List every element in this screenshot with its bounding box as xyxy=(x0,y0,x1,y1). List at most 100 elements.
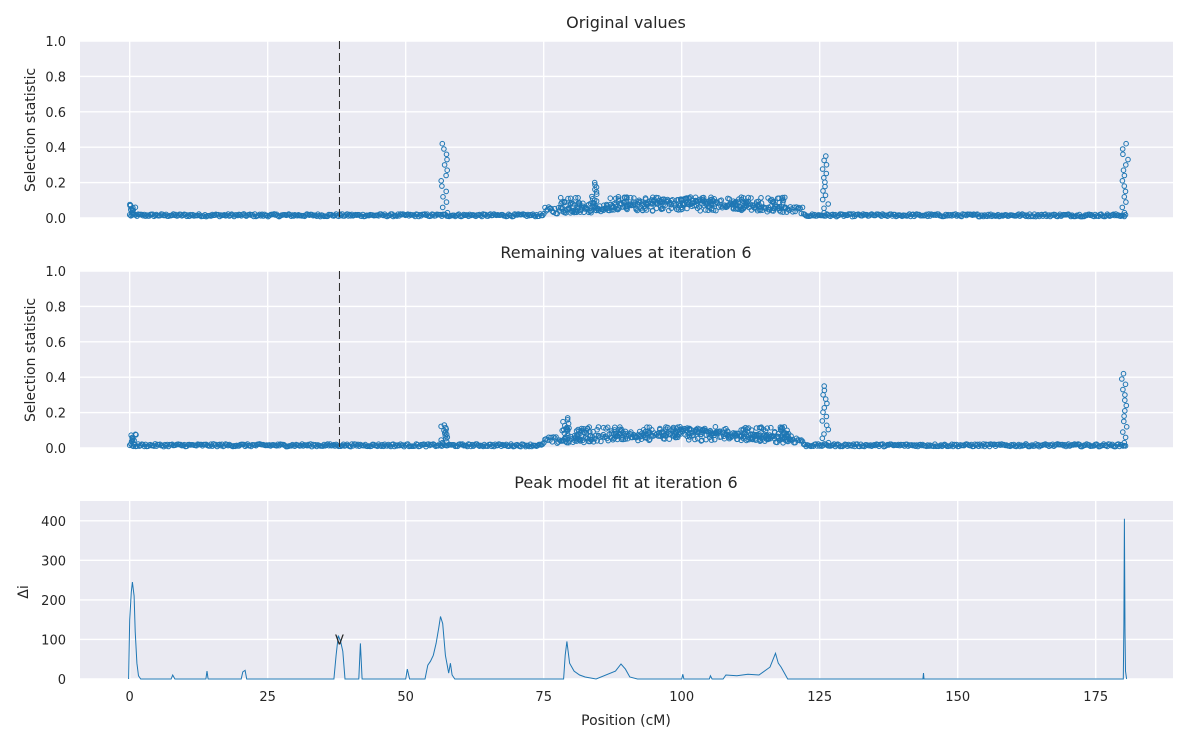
point-934 xyxy=(772,201,778,208)
xtick-label-7: 175 xyxy=(1083,690,1108,705)
point-1031 xyxy=(692,436,698,443)
point-1067 xyxy=(588,209,594,216)
xtick-label-5: 125 xyxy=(807,690,832,705)
point-1074 xyxy=(589,193,595,200)
point-1058 xyxy=(439,183,445,189)
point-973 xyxy=(624,195,630,201)
xlabel-peak-fit: Position (cM) xyxy=(581,713,671,729)
grid-peak-fit xyxy=(80,501,1173,680)
point-975 xyxy=(734,436,740,443)
point-1083 xyxy=(821,431,827,437)
point-344 xyxy=(544,437,551,443)
point-872 xyxy=(610,436,616,443)
point-325 xyxy=(521,442,528,449)
point-1008 xyxy=(559,199,565,205)
point-990 xyxy=(699,195,706,201)
point-879 xyxy=(702,207,709,213)
point-1040 xyxy=(642,434,648,440)
point-1035 xyxy=(779,425,785,431)
point-869 xyxy=(594,426,600,433)
point-1030 xyxy=(756,436,763,442)
point-955 xyxy=(698,438,705,444)
point-388 xyxy=(598,438,604,445)
point-932 xyxy=(750,202,757,209)
point-973 xyxy=(744,436,751,443)
point-992 xyxy=(703,436,709,443)
point-1094 xyxy=(821,383,828,389)
xtick-label-4: 100 xyxy=(669,690,694,705)
point-982 xyxy=(649,427,655,433)
point-1070 xyxy=(592,202,598,209)
point-267 xyxy=(451,212,457,219)
point-1085 xyxy=(823,422,830,429)
point-1009 xyxy=(782,204,788,210)
point-1034 xyxy=(618,427,624,434)
point-881 xyxy=(595,433,602,439)
point-1079 xyxy=(564,417,571,423)
point-1015 xyxy=(663,424,669,430)
series-line-peak-fit xyxy=(128,518,1128,680)
point-1069 xyxy=(562,436,569,442)
point-958 xyxy=(569,199,575,206)
panel-peak-model-fit: V 0 100 200 300 400 0 25 50 75 100 125 150 175 Peak… xyxy=(16,473,1173,729)
point-1052 xyxy=(128,432,134,439)
point-967 xyxy=(698,431,705,438)
ytick-label-4: 0.8 xyxy=(45,300,66,315)
point-1104 xyxy=(1123,162,1129,168)
point-1099 xyxy=(1121,418,1127,425)
panel-remaining-values: 0.0 0.2 0.4 0.6 0.8 1.0 Remaining values at i… xyxy=(23,243,1173,457)
point-651 xyxy=(917,441,924,448)
point-1001 xyxy=(582,206,588,212)
point-1102 xyxy=(1123,402,1130,409)
point-385 xyxy=(594,438,601,444)
point-951 xyxy=(670,424,677,431)
point-1019 xyxy=(607,201,614,208)
point-30 xyxy=(163,443,169,449)
point-1020 xyxy=(565,195,571,202)
point-1051 xyxy=(129,436,136,442)
point-1015 xyxy=(654,200,661,207)
point-13 xyxy=(142,213,149,219)
point-1100 xyxy=(1121,183,1128,189)
point-1028 xyxy=(576,428,582,434)
point-1091 xyxy=(822,396,829,402)
point-351 xyxy=(553,434,559,440)
xtick-label-1: 25 xyxy=(259,690,276,705)
point-42 xyxy=(177,441,184,448)
point-913 xyxy=(612,424,618,431)
point-1023 xyxy=(748,431,754,437)
point-135 xyxy=(290,213,297,219)
point-1038 xyxy=(574,436,581,442)
yticks-original: 0.0 0.2 0.4 0.6 0.8 1.0 xyxy=(45,35,66,227)
point-1073 xyxy=(589,196,596,202)
point-953 xyxy=(675,197,682,203)
plot-area-peak-fit xyxy=(80,501,1173,679)
xtick-label-2: 50 xyxy=(397,690,414,705)
point-948 xyxy=(617,426,623,433)
point-1012 xyxy=(581,429,587,436)
point-921 xyxy=(686,437,692,443)
point-667 xyxy=(936,443,943,449)
point-917 xyxy=(624,206,630,213)
ytick-label-5: 1.0 xyxy=(45,265,66,280)
point-588 xyxy=(841,213,847,219)
point-1086 xyxy=(820,188,826,194)
point-908 xyxy=(577,436,583,442)
point-70 xyxy=(211,212,218,218)
point-966 xyxy=(650,194,656,201)
point-1100 xyxy=(1121,413,1127,419)
point-75 xyxy=(218,442,224,449)
point-550 xyxy=(794,206,801,212)
point-928 xyxy=(608,428,615,434)
point-984 xyxy=(753,437,759,443)
point-828 xyxy=(712,424,719,430)
point-867 xyxy=(743,437,750,444)
ytick-label-3: 0.6 xyxy=(45,106,66,121)
ytick-label-2: 200 xyxy=(41,594,66,609)
point-1097 xyxy=(1123,199,1129,205)
point-1108 xyxy=(1123,140,1129,147)
ytick-label-1: 0.2 xyxy=(45,407,66,422)
point-939 xyxy=(686,425,693,432)
point-1030 xyxy=(684,205,690,212)
